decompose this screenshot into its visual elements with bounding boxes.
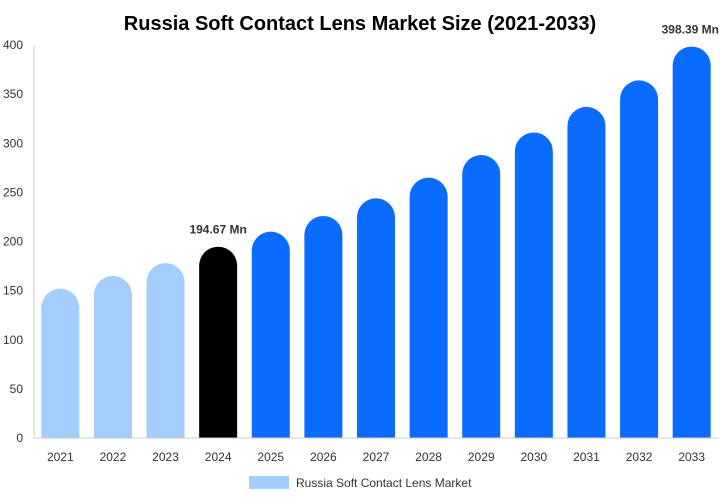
x-tick-label: 2029 — [468, 450, 495, 464]
x-tick-label: 2021 — [47, 450, 74, 464]
y-axis: 0 50 100 150 200 250 300 350 400 — [3, 38, 35, 445]
bars — [41, 46, 711, 439]
x-tick-label: 2033 — [678, 450, 705, 464]
bar-2029[interactable] — [462, 155, 501, 439]
x-axis: 2021 2022 2023 2024 2025 2026 2027 2028 2029 2030… — [34, 437, 718, 464]
legend[interactable]: Russia Soft Contact Lens Market — [249, 476, 472, 490]
bar-2026[interactable] — [304, 215, 343, 438]
x-tick-label: 2024 — [205, 450, 232, 464]
y-tick-label: 150 — [3, 284, 23, 298]
data-labels: 194.67 Mn 398.39 Mn — [189, 23, 719, 237]
bar-2021[interactable] — [41, 288, 80, 438]
x-tick-label: 2030 — [520, 450, 547, 464]
y-tick-label: 200 — [3, 235, 23, 249]
bar-2027[interactable] — [357, 198, 395, 438]
x-tick-label: 2028 — [415, 450, 442, 464]
y-tick-label: 250 — [3, 185, 23, 199]
data-label-2024: 194.67 Mn — [189, 223, 246, 237]
x-tick-label: 2025 — [257, 450, 284, 464]
y-tick-label: 400 — [3, 38, 23, 52]
chart-title: Russia Soft Contact Lens Market Size (20… — [124, 13, 596, 35]
x-tick-label: 2027 — [363, 450, 390, 464]
y-tick-label: 300 — [3, 136, 23, 150]
y-tick-label: 100 — [3, 333, 23, 347]
bar-2023[interactable] — [146, 263, 185, 438]
x-tick-label: 2032 — [626, 450, 653, 464]
legend-label: Russia Soft Contact Lens Market — [296, 476, 472, 490]
x-tick-label: 2022 — [100, 450, 127, 464]
bar-2033[interactable] — [672, 46, 711, 439]
bar-2024[interactable] — [199, 246, 238, 438]
bar-2030[interactable] — [514, 132, 553, 438]
legend-swatch — [249, 476, 289, 489]
y-tick-label: 0 — [16, 431, 23, 445]
x-tick-label: 2026 — [310, 450, 337, 464]
bar-2028[interactable] — [409, 177, 448, 438]
x-tick-label: 2031 — [573, 450, 600, 464]
x-tick-label: 2023 — [152, 450, 179, 464]
bar-2025[interactable] — [251, 231, 290, 438]
data-label-2033: 398.39 Mn — [662, 23, 719, 37]
y-tick-label: 350 — [3, 87, 23, 101]
bar-2022[interactable] — [93, 275, 132, 438]
bar-2031[interactable] — [567, 106, 606, 439]
bar-2032[interactable] — [620, 80, 659, 439]
y-tick-label: 50 — [10, 382, 24, 396]
